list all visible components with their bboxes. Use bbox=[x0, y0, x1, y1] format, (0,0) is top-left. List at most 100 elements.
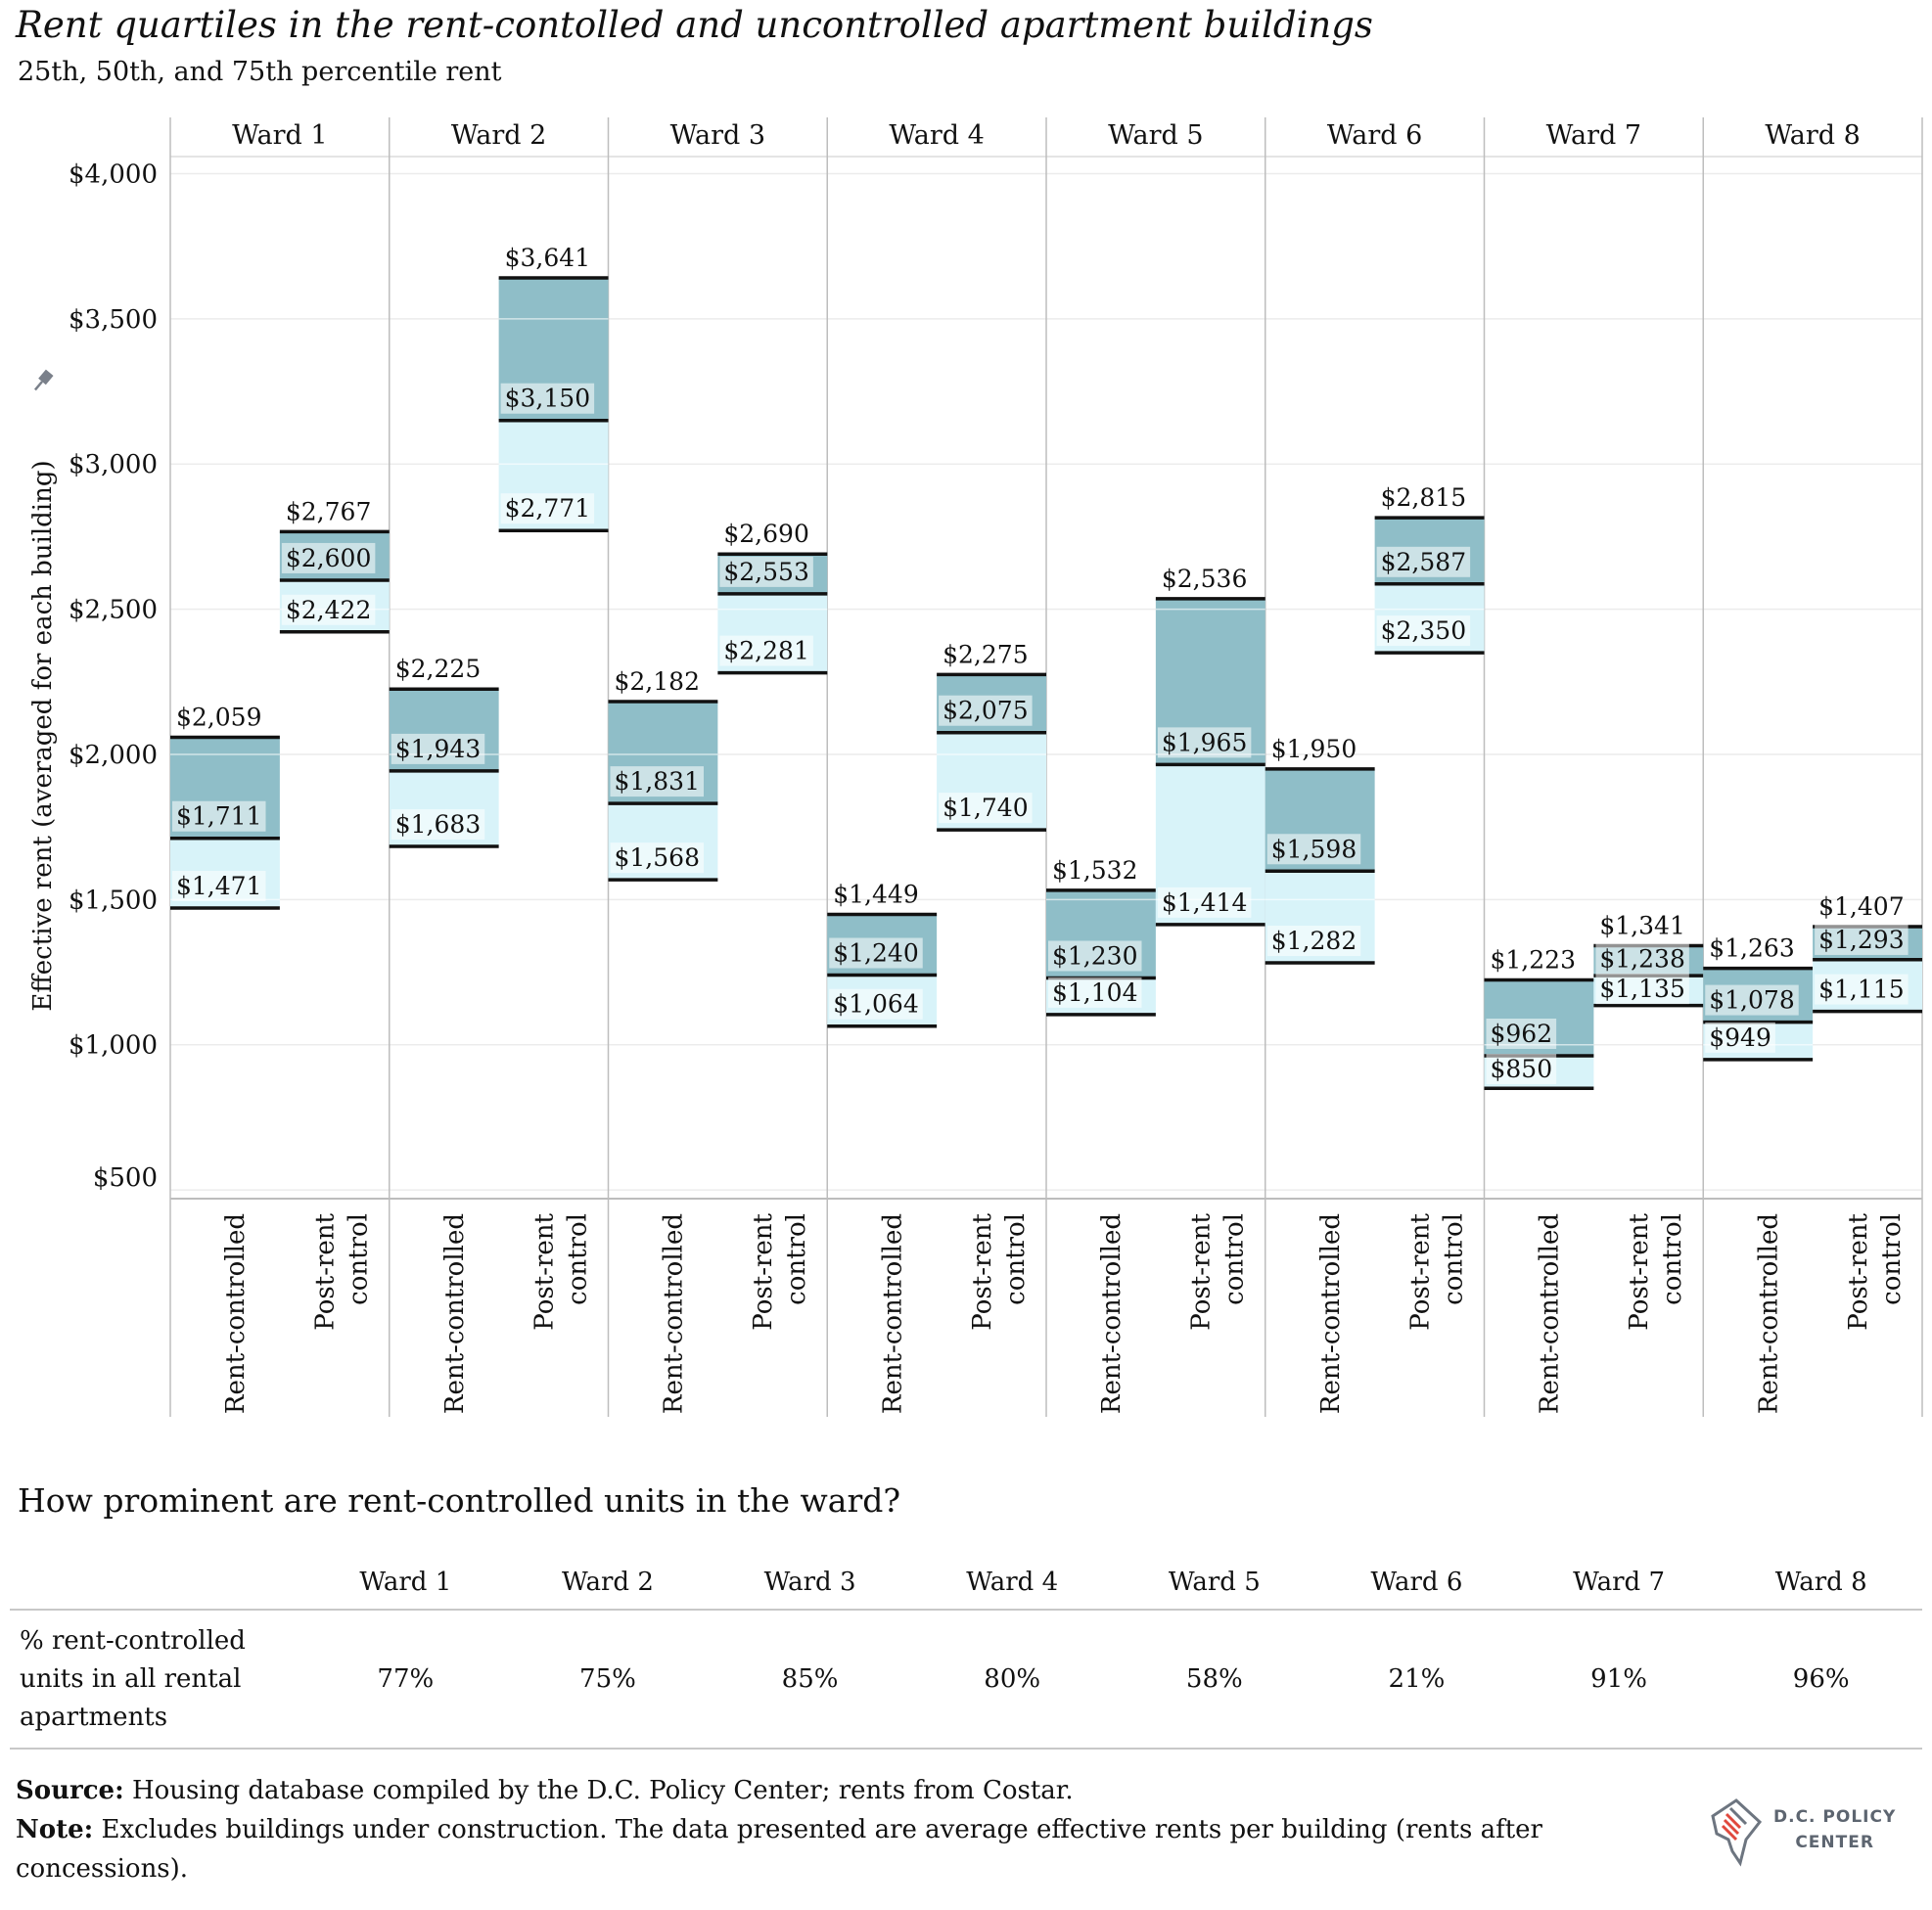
table-column-header: Ward 7 bbox=[1517, 1556, 1721, 1611]
p50-label: $2,075 bbox=[943, 697, 1028, 725]
p50-label: $1,711 bbox=[176, 802, 261, 831]
p75-label: $1,341 bbox=[1599, 912, 1684, 940]
category-label-line: Rent-controlled bbox=[1316, 1213, 1346, 1414]
p75-label: $1,223 bbox=[1491, 946, 1576, 975]
p25-label: $1,740 bbox=[943, 794, 1028, 822]
y-tick-label: $2,000 bbox=[69, 741, 158, 770]
category-label: Post-rent control bbox=[1625, 1212, 1687, 1330]
quartile-box: $2,275 $2,075 $1,740 bbox=[937, 640, 1046, 832]
p25-label: $1,282 bbox=[1271, 927, 1357, 955]
category-label-line: Rent-controlled bbox=[221, 1213, 251, 1414]
category-label-line: Post-rent bbox=[311, 1212, 341, 1330]
quartile-box: $1,950 $1,598 $1,282 bbox=[1265, 735, 1375, 965]
table-cell: 75% bbox=[506, 1610, 710, 1750]
category-label-line: control bbox=[1877, 1213, 1907, 1305]
p75-label: $1,950 bbox=[1271, 735, 1357, 763]
chart-title: Rent quartiles in the rent-contolled and… bbox=[16, 4, 1373, 46]
y-tick-label: $4,000 bbox=[69, 160, 158, 190]
ward-header: Ward 7 bbox=[1546, 120, 1641, 151]
p50-label-background bbox=[610, 766, 704, 797]
pin-icon-needle bbox=[33, 381, 43, 391]
p75-label: $2,536 bbox=[1162, 565, 1247, 593]
category-label-line: Post-rent bbox=[968, 1212, 997, 1330]
y-axis: $4,000 $3,500 $3,000 $2,500 $2,000 $1,500 $1,0… bbox=[28, 160, 158, 1193]
category-label-line: Post-rent bbox=[1625, 1212, 1654, 1330]
table-heading: How prominent are rent-controlled units … bbox=[18, 1481, 901, 1520]
p75-label: $2,815 bbox=[1381, 483, 1466, 512]
p25-label: $2,422 bbox=[286, 596, 371, 624]
p25-label: $1,471 bbox=[176, 872, 261, 900]
p25-label-background bbox=[1157, 887, 1252, 918]
quartile-box: $2,059 $1,711 $1,471 bbox=[170, 703, 280, 910]
quartile-box: $1,223 $962 $850 bbox=[1484, 946, 1594, 1090]
quartile-box: $1,449 $1,240 $1,064 bbox=[827, 880, 938, 1028]
category-label: Post-rent control bbox=[1844, 1212, 1907, 1330]
table-row-label: % rent-controlled units in all rental ap… bbox=[10, 1610, 304, 1750]
p50-label-background bbox=[829, 937, 923, 969]
p25-label-background bbox=[829, 988, 923, 1020]
p25-label-background bbox=[1048, 977, 1142, 1008]
p50-label-background bbox=[939, 695, 1033, 726]
source-line: Source: Housing database compiled by the… bbox=[16, 1771, 1582, 1810]
p50-label: $2,600 bbox=[286, 544, 371, 572]
p25-label: $949 bbox=[1709, 1023, 1771, 1052]
category-label: Post-rent control bbox=[1187, 1212, 1250, 1330]
p25-label-background bbox=[391, 809, 485, 841]
category-label-line: Post-rent bbox=[749, 1212, 778, 1330]
quartile-box: $1,263 $1,078 $949 bbox=[1703, 934, 1814, 1062]
p50-label: $1,965 bbox=[1162, 728, 1247, 756]
p75-label: $1,263 bbox=[1709, 934, 1794, 963]
category-label: Rent-controlled bbox=[221, 1213, 251, 1414]
table-column-header: Ward 2 bbox=[506, 1556, 710, 1611]
category-label-line: control bbox=[1658, 1213, 1687, 1305]
p25-label-background bbox=[281, 594, 376, 625]
p50-label: $1,078 bbox=[1709, 986, 1794, 1015]
p75-label: $2,275 bbox=[943, 640, 1028, 668]
p25-label: $2,350 bbox=[1381, 616, 1466, 645]
rent-control-share-table: Ward 1 Ward 2 Ward 3 Ward 4 Ward 5 Ward 6 Ward… bbox=[10, 1556, 1922, 1750]
y-tick-label: $1,000 bbox=[69, 1031, 158, 1061]
p50-label-background bbox=[172, 800, 266, 832]
p50-label: $962 bbox=[1491, 1020, 1553, 1048]
p50-label-background bbox=[500, 383, 595, 414]
p50-label-background bbox=[391, 733, 485, 764]
category-label: Post-rent control bbox=[1405, 1212, 1468, 1330]
p25-label-background bbox=[1266, 926, 1361, 957]
category-label-line: Post-rent bbox=[1187, 1212, 1217, 1330]
note-text: Excludes buildings under construction. T… bbox=[16, 1815, 1542, 1884]
p50-label: $1,598 bbox=[1271, 835, 1357, 863]
category-label-line: Post-rent bbox=[1844, 1212, 1873, 1330]
table-corner-cell bbox=[10, 1556, 304, 1611]
category-label: Post-rent control bbox=[529, 1212, 592, 1330]
table-cell: 80% bbox=[910, 1610, 1114, 1750]
quartile-box: $2,225 $1,943 $1,683 bbox=[389, 655, 499, 848]
table-cell: 77% bbox=[304, 1610, 507, 1750]
note-line: Note: Excludes buildings under construct… bbox=[16, 1810, 1582, 1888]
category-label-line: control bbox=[1220, 1213, 1250, 1305]
p50-label-background bbox=[719, 556, 813, 587]
source-label: Source: bbox=[16, 1776, 124, 1805]
quartile-box: $3,641 $3,150 $2,771 bbox=[498, 244, 609, 532]
quartile-box: $1,407 $1,293 $1,115 bbox=[1813, 892, 1922, 1014]
quartile-boxes: $2,059 $1,711 $1,471 $2,767 $2,600 $2,422 $2,2… bbox=[170, 244, 1922, 1090]
table-cell: 96% bbox=[1720, 1610, 1922, 1750]
p50-label: $1,240 bbox=[833, 939, 918, 968]
p25-label: $2,281 bbox=[723, 637, 808, 665]
ward-header: Ward 1 bbox=[232, 120, 327, 151]
p50-label: $1,230 bbox=[1052, 941, 1137, 970]
category-label: Post-rent control bbox=[311, 1212, 374, 1330]
p50-label: $2,553 bbox=[723, 558, 808, 586]
p25-label-background bbox=[1705, 1022, 1775, 1053]
p50-label-background bbox=[1048, 940, 1142, 972]
ward-header: Ward 5 bbox=[1108, 120, 1203, 151]
logo-text: D.C. POLICY CENTER bbox=[1773, 1804, 1896, 1855]
p25-label-background bbox=[719, 635, 813, 666]
p25-label: $850 bbox=[1491, 1055, 1553, 1083]
category-label-line: Post-rent bbox=[1405, 1212, 1435, 1330]
p50-label: $1,238 bbox=[1599, 945, 1684, 974]
table-column-header: Ward 5 bbox=[1113, 1556, 1316, 1611]
category-label-line: Rent-controlled bbox=[1097, 1213, 1127, 1414]
p50-label: $3,150 bbox=[505, 385, 590, 413]
y-tick-label: $3,500 bbox=[69, 305, 158, 335]
